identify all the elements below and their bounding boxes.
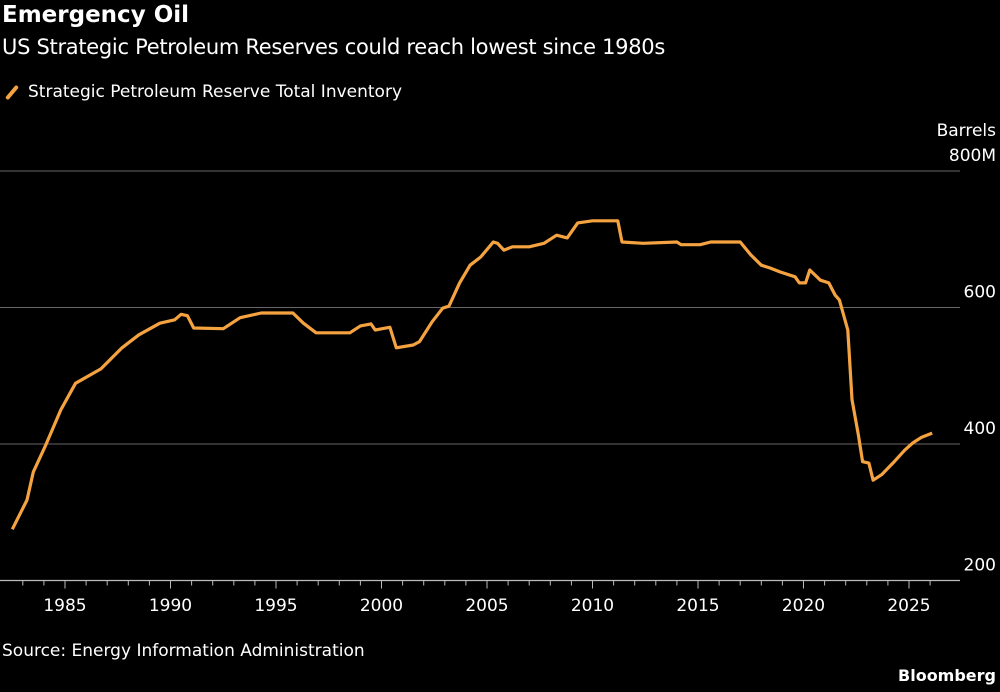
bloomberg-logo: Bloomberg [898,666,996,685]
chart-subtitle: US Strategic Petroleum Reserves could re… [2,35,665,59]
x-tick-label: 1985 [43,596,86,616]
x-tick-label: 2000 [360,596,403,616]
x-tick-label: 1990 [149,596,192,616]
y-axis-label: Barrels [937,121,997,141]
y-tick-label: 200 [964,556,996,576]
x-tick-label: 2010 [571,596,614,616]
x-tick-label: 1995 [254,596,297,616]
legend: Strategic Petroleum Reserve Total Invent… [2,82,402,102]
x-tick-label: 2025 [887,596,930,616]
x-tick-label: 2005 [465,596,508,616]
x-tick-label: 2015 [676,596,719,616]
chart-title: Emergency Oil [2,2,190,28]
source-note: Source: Energy Information Administratio… [2,641,365,661]
series-line [10,219,933,531]
y-tick-label: 800M [949,146,996,166]
y-tick-label: 600 [964,283,996,303]
y-tick-label: 400 [964,419,996,439]
legend-label: Strategic Petroleum Reserve Total Invent… [28,82,402,102]
x-tick-label: 2020 [782,596,825,616]
